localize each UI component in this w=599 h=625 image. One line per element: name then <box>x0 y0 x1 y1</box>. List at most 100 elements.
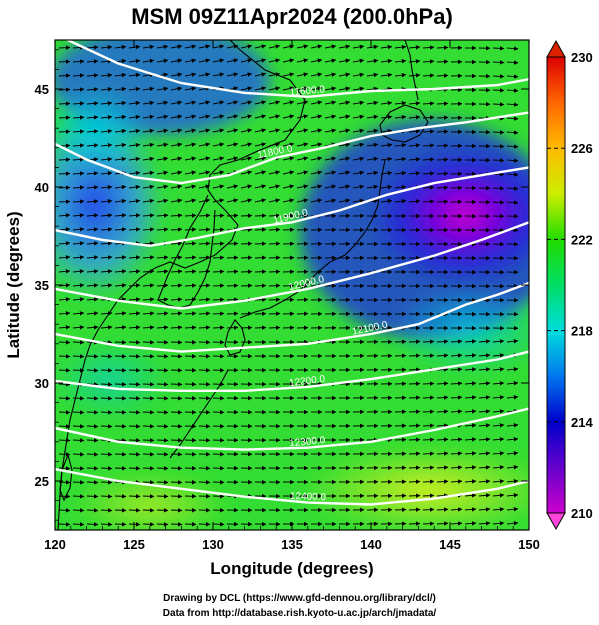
wind-arrow <box>408 493 421 498</box>
wind-arrow <box>142 522 155 527</box>
wind-arrow <box>366 44 379 50</box>
wind-arrow <box>254 100 267 105</box>
wind-arrow <box>422 129 435 134</box>
wind-arrow <box>86 171 99 176</box>
y-tick-label: 45 <box>35 82 49 97</box>
wind-arrow <box>422 45 435 50</box>
wind-arrow <box>128 227 141 232</box>
wind-arrow <box>128 297 141 302</box>
wind-arrow <box>128 170 141 176</box>
wind-arrow <box>212 114 225 119</box>
wind-arrow <box>58 297 71 302</box>
wind-arrow <box>156 438 169 443</box>
wind-arrow <box>268 297 281 302</box>
wind-arrow <box>450 437 463 442</box>
wind-arrow <box>142 494 155 499</box>
wind-arrow <box>170 58 183 63</box>
wind-arrow <box>156 452 169 457</box>
wind-arrow <box>128 213 141 218</box>
wind-arrow <box>226 213 239 218</box>
contour-line <box>55 221 529 310</box>
wind-arrow <box>86 283 99 288</box>
wind-arrow <box>394 114 407 120</box>
wind-arrow <box>506 423 519 428</box>
wind-arrow <box>114 325 127 330</box>
wind-arrow <box>506 381 519 386</box>
wind-arrow <box>184 128 197 133</box>
wind-arrow <box>156 128 169 134</box>
wind-arrow <box>184 114 197 119</box>
wind-arrow <box>212 283 225 288</box>
wind-arrow <box>198 156 211 161</box>
wind-arrow <box>254 114 267 119</box>
wind-arrow <box>450 465 463 470</box>
wind-arrow <box>506 144 519 149</box>
wind-arrow <box>86 213 99 218</box>
wind-arrow <box>212 142 225 147</box>
wind-arrow <box>240 170 253 175</box>
wind-arrow <box>268 325 281 330</box>
wind-arrow <box>72 143 85 148</box>
wind-arrow <box>450 381 463 386</box>
wind-arrow <box>184 311 197 316</box>
wind-arrow <box>492 200 505 205</box>
wind-arrow <box>156 156 169 162</box>
wind-arrow <box>492 409 505 414</box>
wind-arrow <box>142 340 155 345</box>
wind-arrow <box>100 368 113 373</box>
wind-arrow <box>128 325 141 330</box>
wind-arrow <box>366 156 379 162</box>
wind-arrow <box>492 46 505 51</box>
wind-arrow <box>58 199 71 204</box>
wind-arrow <box>142 58 155 64</box>
wind-arrow <box>198 297 211 302</box>
wind-arrow <box>506 395 519 400</box>
wind-arrow <box>86 59 99 64</box>
wind-arrow <box>436 115 449 120</box>
wind-arrow <box>100 199 113 204</box>
wind-arrow <box>86 508 99 513</box>
wind-arrow <box>58 45 71 50</box>
wind-arrow <box>492 88 505 93</box>
wind-arrow <box>128 311 141 316</box>
wind-arrow <box>184 86 197 91</box>
wind-arrow <box>492 451 505 456</box>
wind-arrow <box>128 86 141 92</box>
wind-arrow <box>268 128 281 133</box>
contour-label: 12300.0 <box>289 435 326 449</box>
wind-arrow <box>492 130 505 135</box>
wind-arrow <box>240 184 253 189</box>
wind-arrow <box>408 171 421 176</box>
wind-arrow <box>156 184 169 190</box>
wind-arrow <box>282 58 295 63</box>
wind-arrow <box>142 198 155 204</box>
wind-arrow <box>58 213 71 218</box>
wind-arrow <box>436 199 449 204</box>
wind-arrow <box>114 100 127 106</box>
wind-arrow <box>114 128 127 134</box>
wind-arrow <box>100 171 113 176</box>
wind-arrow <box>310 100 323 105</box>
contour-line <box>55 111 529 185</box>
wind-arrow <box>100 508 113 513</box>
colorbar-tick-label: 218 <box>571 324 593 339</box>
wind-arrow <box>436 395 449 400</box>
wind-arrow <box>156 114 169 120</box>
wind-arrow <box>58 241 71 246</box>
wind-arrow <box>156 198 169 204</box>
wind-arrow <box>58 325 71 330</box>
wind-arrow <box>352 72 365 78</box>
wind-arrow <box>114 368 127 373</box>
wind-arrow <box>184 297 197 302</box>
wind-arrow <box>100 325 113 330</box>
wind-arrow <box>58 466 71 471</box>
wind-arrow <box>72 480 85 485</box>
wind-arrow <box>464 353 477 358</box>
wind-arrow <box>100 157 113 162</box>
wind-arrow <box>86 494 99 499</box>
wind-arrow <box>100 241 113 246</box>
wind-arrow <box>324 114 337 119</box>
wind-arrow <box>268 227 281 232</box>
wind-arrow <box>226 128 239 133</box>
